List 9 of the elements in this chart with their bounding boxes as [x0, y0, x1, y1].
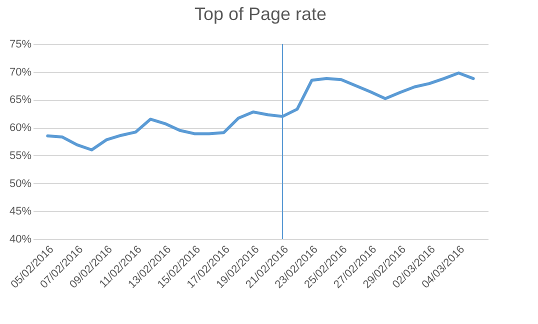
y-tick-label: 60%: [9, 122, 32, 134]
y-tick-label: 65%: [9, 94, 32, 106]
y-tick-label: 75%: [9, 38, 32, 50]
chart-title: Top of Page rate: [194, 4, 327, 24]
y-tick-label: 40%: [9, 234, 32, 246]
y-tick-label: 50%: [9, 178, 32, 190]
y-tick-label: 70%: [9, 66, 32, 78]
y-tick-label: 55%: [9, 150, 32, 162]
y-tick-label: 45%: [9, 206, 32, 218]
